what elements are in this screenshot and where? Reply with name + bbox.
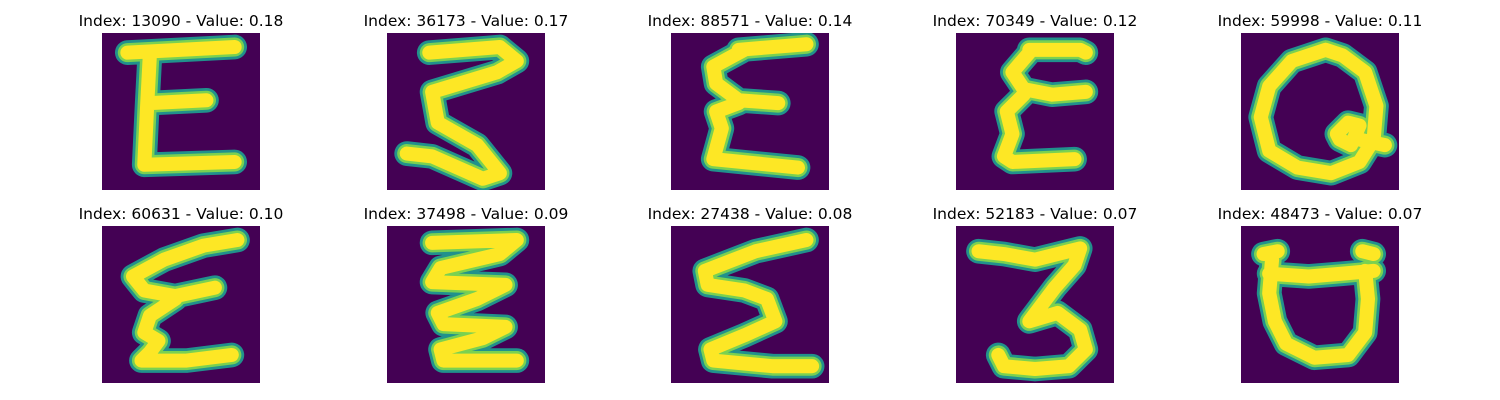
- panel-4: Index: 70349 - Value: 0.12: [933, 12, 1137, 202]
- panel-title: Index: 52183 - Value: 0.07: [932, 205, 1138, 223]
- glyph-image: [387, 33, 545, 190]
- glyph-image: [102, 226, 260, 383]
- panel-title: Index: 88571 - Value: 0.14: [647, 12, 853, 30]
- panel-title: Index: 13090 - Value: 0.18: [78, 12, 284, 30]
- panel-5: Index: 59998 - Value: 0.11: [1218, 12, 1422, 202]
- panel-9: Index: 52183 - Value: 0.07: [933, 205, 1137, 395]
- glyph-image: [956, 33, 1114, 190]
- glyph-6-svg: [120, 227, 250, 373]
- panel-10: Index: 48473 - Value: 0.07: [1218, 205, 1422, 395]
- glyph-stroke: [425, 233, 524, 368]
- glyph-stroke: [971, 241, 1093, 376]
- glyph-10-svg: [1251, 238, 1387, 371]
- panel-title: Index: 36173 - Value: 0.17: [363, 12, 569, 30]
- glyph-image: [387, 226, 545, 383]
- glyph-stroke: [399, 40, 524, 186]
- glyph-stroke: [996, 42, 1093, 169]
- glyph-5-svg: [1248, 37, 1398, 186]
- glyph-image: [671, 33, 829, 190]
- panel-title: Index: 48473 - Value: 0.07: [1217, 205, 1423, 223]
- panel-8: Index: 27438 - Value: 0.08: [648, 205, 852, 395]
- panel-title: Index: 37498 - Value: 0.09: [363, 205, 569, 223]
- glyph-image: [1241, 33, 1399, 190]
- glyph-image: [102, 33, 260, 190]
- glyph-stroke: [1253, 42, 1392, 181]
- glyph-stroke: [1256, 244, 1381, 365]
- glyph-image: [671, 226, 829, 383]
- glyph-3-svg: [700, 33, 819, 180]
- glyph-9-svg: [966, 236, 1099, 382]
- panel-title: Index: 27438 - Value: 0.08: [647, 205, 853, 223]
- panel-2: Index: 36173 - Value: 0.17: [364, 12, 568, 202]
- panel-3: Index: 88571 - Value: 0.14: [648, 12, 852, 202]
- panel-6: Index: 60631 - Value: 0.10: [79, 205, 283, 395]
- glyph-4-svg: [991, 37, 1099, 175]
- glyph-7-svg: [419, 227, 530, 373]
- glyph-stroke: [120, 40, 242, 172]
- glyph-stroke: [697, 233, 820, 374]
- panel-7: Index: 37498 - Value: 0.09: [364, 205, 568, 395]
- panel-1: Index: 13090 - Value: 0.18: [79, 12, 283, 202]
- panel-title: Index: 60631 - Value: 0.10: [78, 205, 284, 223]
- glyph-8-svg: [692, 227, 825, 379]
- glyph-1-svg: [114, 34, 248, 178]
- glyph-stroke: [706, 37, 814, 175]
- glyph-stroke: [125, 233, 245, 368]
- panel-title: Index: 70349 - Value: 0.12: [932, 12, 1138, 30]
- glyph-image: [956, 226, 1114, 383]
- glyph-2-svg: [394, 34, 530, 190]
- panel-title: Index: 59998 - Value: 0.11: [1217, 12, 1423, 30]
- glyph-image: [1241, 226, 1399, 383]
